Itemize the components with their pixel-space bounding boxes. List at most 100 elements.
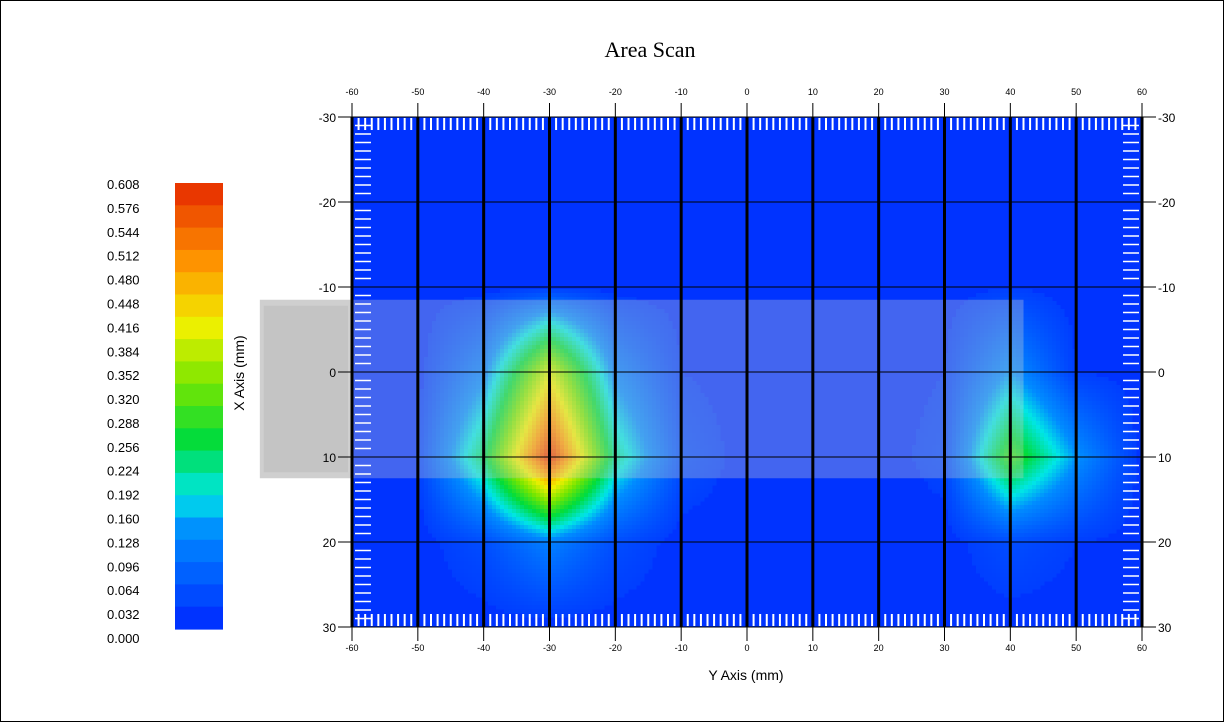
heatmap-cell [676, 425, 681, 430]
heatmap-cell [552, 341, 557, 346]
heatmap-cell [1068, 337, 1073, 342]
heatmap-cell [1096, 389, 1101, 394]
heatmap-cell [536, 425, 541, 430]
heatmap-cell [496, 329, 501, 334]
heatmap-cell [968, 349, 973, 354]
heatmap-cell [524, 309, 529, 314]
heatmap-cell [976, 361, 981, 366]
heatmap-cell [660, 393, 665, 398]
heatmap-cell [1028, 393, 1033, 398]
heatmap-cell [620, 429, 625, 434]
heatmap-cell [532, 329, 537, 334]
heatmap-cell [452, 373, 457, 378]
heatmap-cell [600, 321, 605, 326]
heatmap-cell [592, 297, 597, 302]
heatmap-cell [1120, 469, 1125, 474]
heatmap-cell [640, 377, 645, 382]
heatmap-cell [980, 325, 985, 330]
heatmap-cell [556, 313, 561, 318]
heatmap-cell [964, 341, 969, 346]
heatmap-cell [960, 365, 965, 370]
heatmap-cell [1060, 337, 1065, 342]
heatmap-cell [508, 349, 513, 354]
heatmap-cell [1028, 353, 1033, 358]
heatmap-cell [1072, 353, 1077, 358]
heatmap-cell [940, 433, 945, 438]
heatmap-cell [564, 341, 569, 346]
heatmap-cell [520, 305, 525, 310]
heatmap-cell [1064, 337, 1069, 342]
heatmap-cell [1084, 381, 1089, 386]
heatmap-cell [1044, 309, 1049, 314]
heatmap-cell [572, 341, 577, 346]
heatmap-cell [1024, 469, 1029, 474]
heatmap-cell [560, 433, 565, 438]
heatmap-cell [468, 381, 473, 386]
heatmap-cell [540, 361, 545, 366]
heatmap-cell [472, 373, 477, 378]
heatmap-cell [1044, 465, 1049, 470]
heatmap-cell [592, 409, 597, 414]
heatmap-cell [556, 301, 561, 306]
heatmap-cell [636, 325, 641, 330]
heatmap-cell [1044, 469, 1049, 474]
heatmap-cell [984, 369, 989, 374]
heatmap-cell [488, 373, 493, 378]
heatmap-cell [616, 341, 621, 346]
heatmap-cell [692, 397, 697, 402]
heatmap-cell [604, 373, 609, 378]
heatmap-cell [976, 313, 981, 318]
heatmap-cell [460, 377, 465, 382]
heatmap-cell [1068, 377, 1073, 382]
heatmap-cell [476, 373, 481, 378]
heatmap-cell [712, 437, 717, 442]
heatmap-cell [452, 309, 457, 314]
heatmap-cell [1040, 321, 1045, 326]
heatmap-cell [492, 365, 497, 370]
heatmap-cell [1072, 421, 1077, 426]
heatmap-cell [476, 313, 481, 318]
heatmap-cell [540, 413, 545, 418]
heatmap-cell [652, 325, 657, 330]
heatmap-cell [996, 365, 1001, 370]
heatmap-cell [988, 425, 993, 430]
heatmap-cell [456, 317, 461, 322]
heatmap-cell [472, 433, 477, 438]
heatmap-cell [584, 401, 589, 406]
heatmap-cell [1024, 421, 1029, 426]
heatmap-cell [940, 385, 945, 390]
heatmap-cell [496, 373, 501, 378]
heatmap-cell [672, 377, 677, 382]
heatmap-cell [1044, 313, 1049, 318]
heatmap-cell [976, 317, 981, 322]
heatmap-cell [452, 349, 457, 354]
heatmap-cell [616, 437, 621, 442]
heatmap-cell [632, 405, 637, 410]
heatmap-cell [536, 369, 541, 374]
heatmap-cell [1032, 401, 1037, 406]
heatmap-cell [992, 289, 997, 294]
heatmap-cell [1076, 385, 1081, 390]
heatmap-cell [976, 357, 981, 362]
heatmap-cell [432, 433, 437, 438]
heatmap-cell [1108, 457, 1113, 462]
heatmap-cell [684, 421, 689, 426]
heatmap-cell [988, 321, 993, 326]
heatmap-cell [1120, 405, 1125, 410]
heatmap-cell [1064, 397, 1069, 402]
heatmap-cell [1028, 313, 1033, 318]
heatmap-cell [500, 401, 505, 406]
heatmap-cell [468, 417, 473, 422]
heatmap-cell [1012, 325, 1017, 330]
heatmap-cell [1052, 309, 1057, 314]
heatmap-cell [448, 329, 453, 334]
heatmap-cell [1064, 441, 1069, 446]
heatmap-cell [1064, 381, 1069, 386]
heatmap-cell [972, 373, 977, 378]
heatmap-cell [684, 381, 689, 386]
heatmap-cell [988, 421, 993, 426]
heatmap-cell [660, 373, 665, 378]
heatmap-cell [504, 293, 509, 298]
heatmap-cell [536, 333, 541, 338]
heatmap-cell [992, 409, 997, 414]
